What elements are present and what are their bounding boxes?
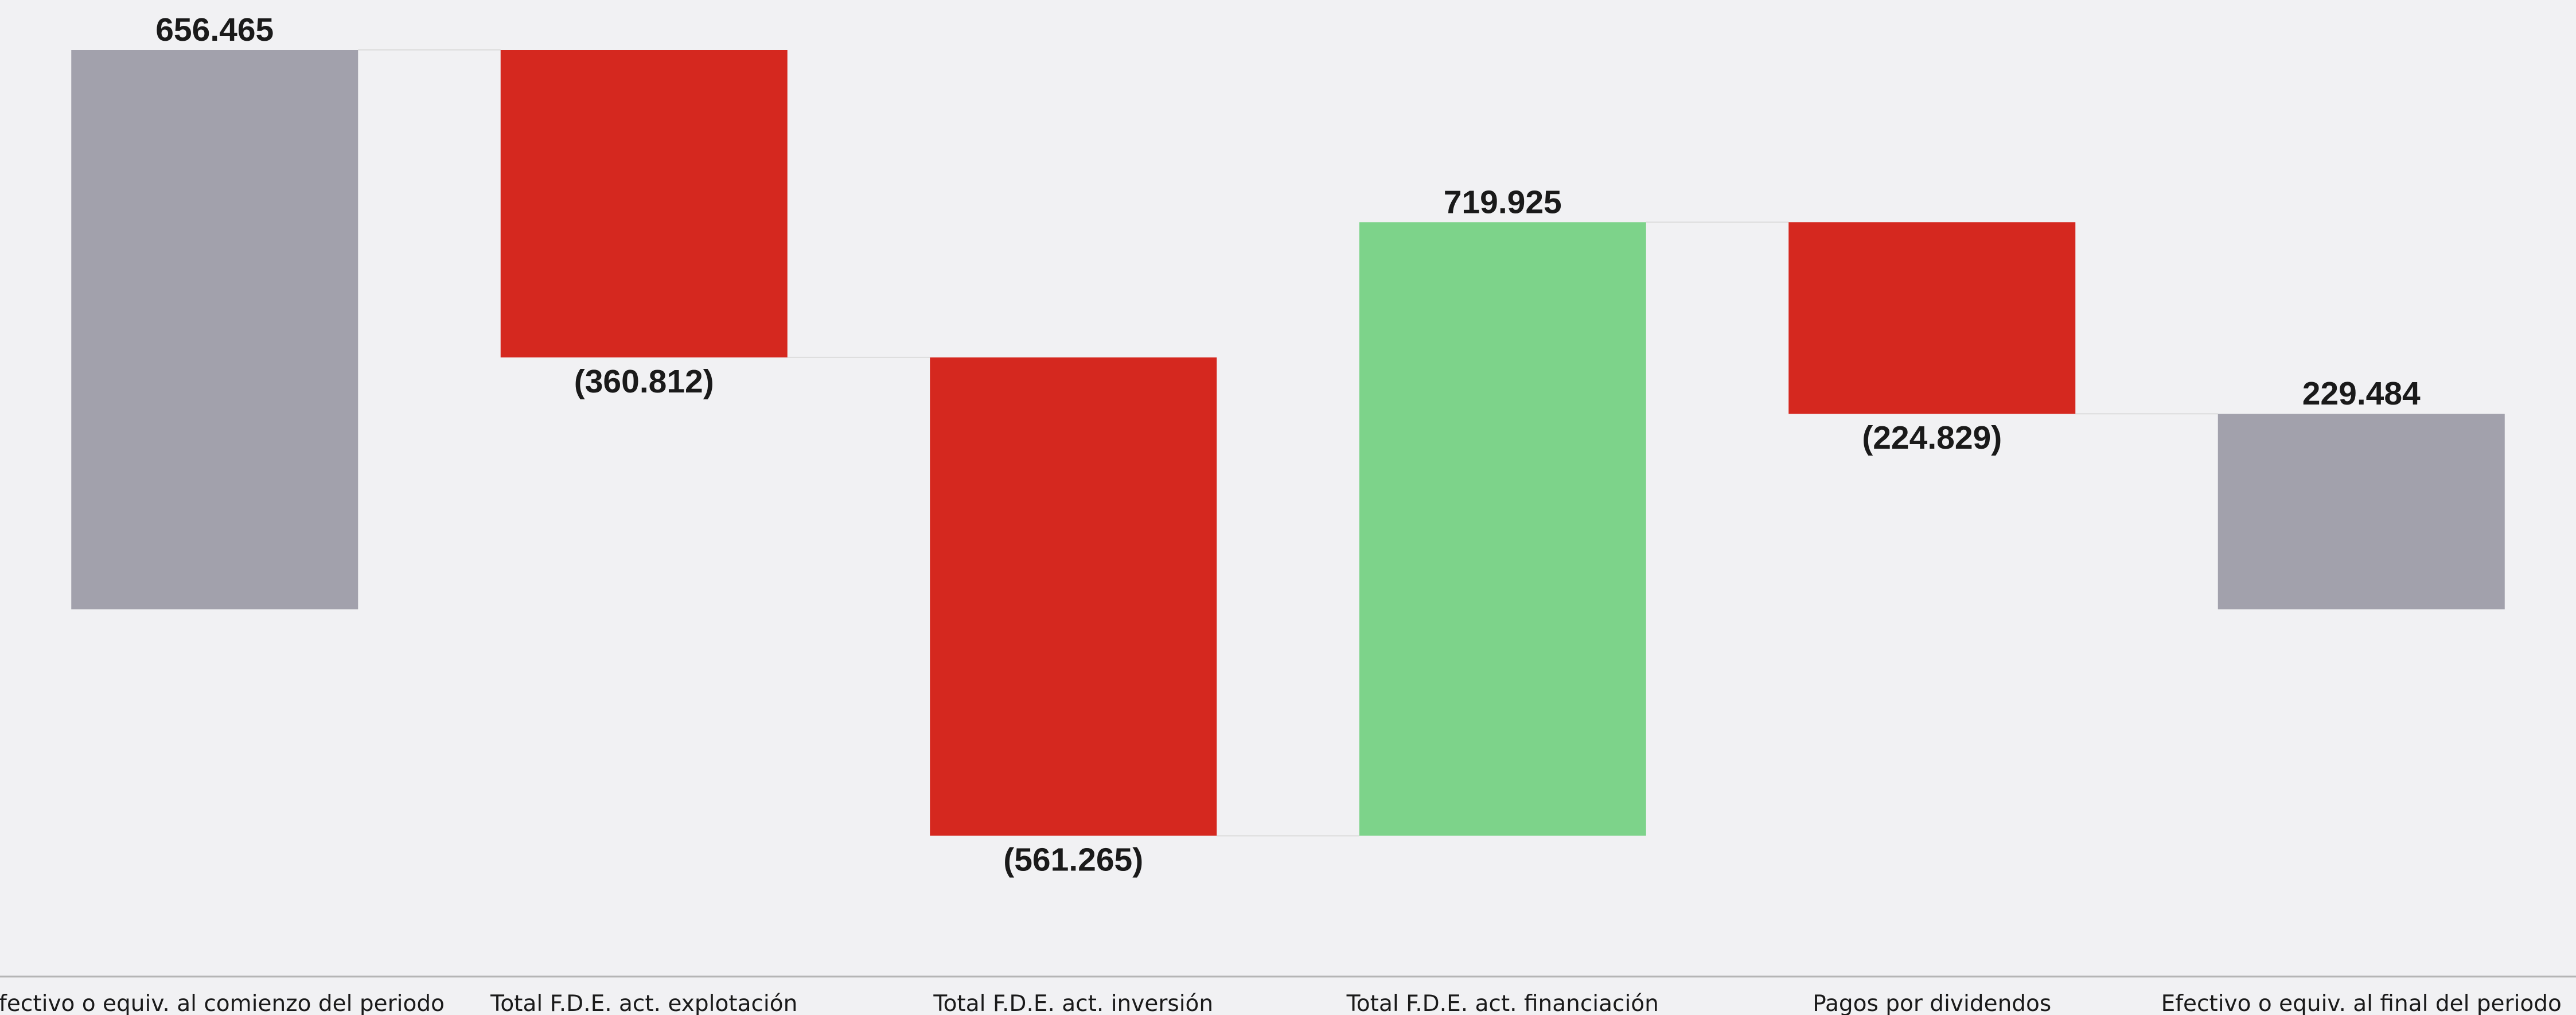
x-tick-label: Efectivo o equiv. al comienzo del period…: [0, 991, 445, 1015]
x-tick-label: Total F.D.E. act. financiación: [1346, 991, 1659, 1015]
value-label: (224.829): [1862, 419, 2002, 456]
bars: [71, 50, 2505, 836]
value-label: 719.925: [1444, 184, 1562, 220]
value-label: 656.465: [155, 11, 274, 48]
connector-lines: [358, 49, 2218, 837]
bar: [71, 50, 358, 610]
value-label: 229.484: [2302, 375, 2421, 412]
x-tick-label: Pagos por dividendos: [1813, 991, 2051, 1015]
bar: [2218, 414, 2505, 610]
bar: [930, 357, 1217, 836]
bar: [1788, 222, 2076, 414]
x-tick-label: Total F.D.E. act. inversión: [933, 991, 1213, 1015]
x-tick-label: Efectivo o equiv. al final del periodo: [2161, 991, 2562, 1015]
x-tick-label: Total F.D.E. act. explotación: [490, 991, 797, 1015]
value-labels: 656.465 (360.812) (561.265) 719.925 (224.829…: [155, 11, 2421, 878]
value-label: (561.265): [1003, 842, 1143, 878]
x-tick-labels: Efectivo o equiv. al comienzo del period…: [0, 991, 2562, 1015]
bar: [1359, 222, 1646, 836]
bar: [500, 50, 788, 357]
value-label: (360.812): [574, 363, 714, 400]
